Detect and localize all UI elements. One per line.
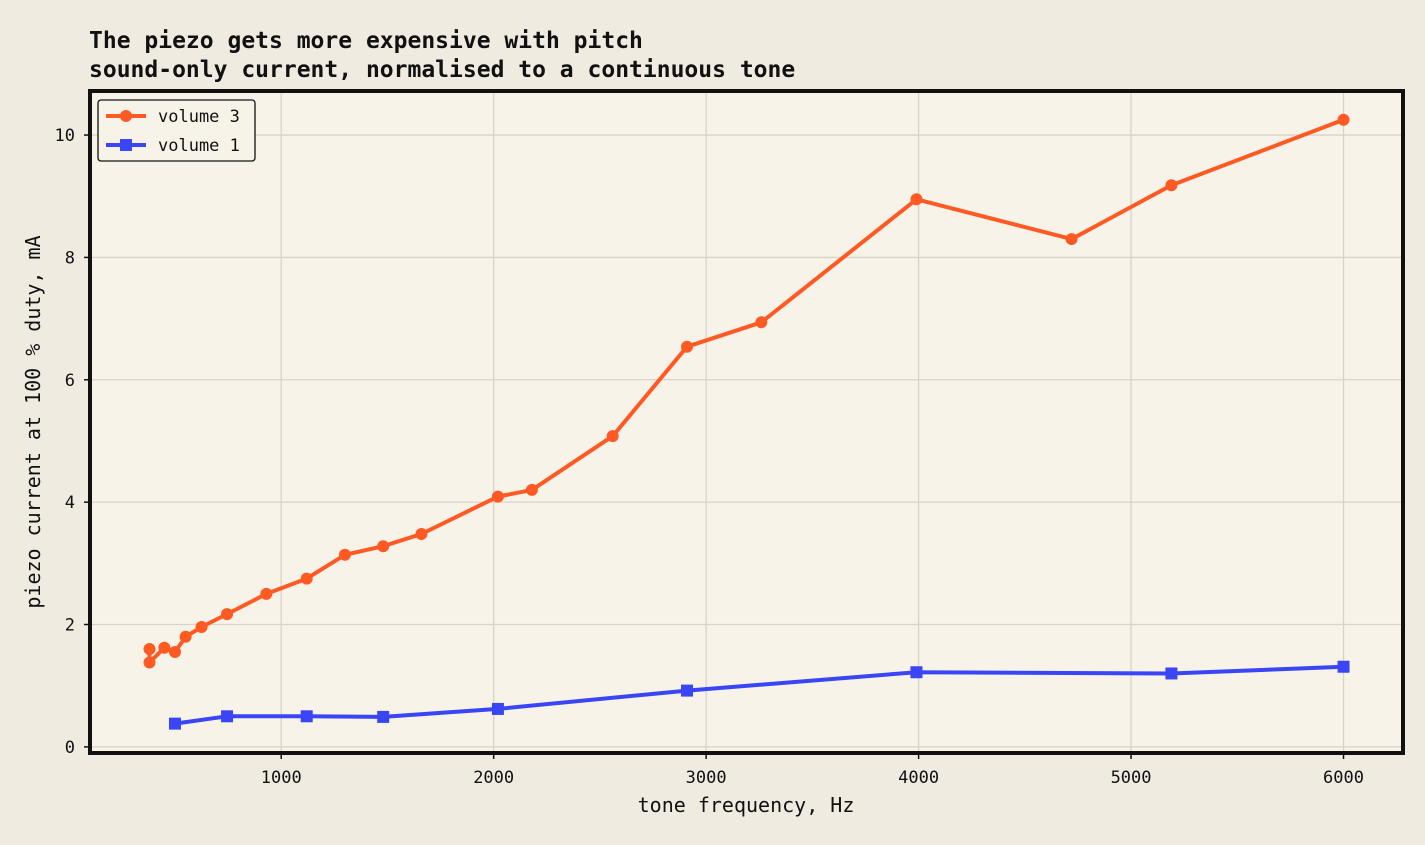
x-tick-label: 2000	[473, 768, 514, 788]
data-point-volume-3	[1065, 233, 1078, 246]
data-point-volume-3	[300, 572, 313, 585]
data-point-volume-3	[606, 430, 619, 443]
series-layer	[143, 113, 1350, 730]
legend-marker-volume-3	[120, 110, 132, 122]
data-point-volume-3	[491, 490, 504, 503]
y-tick-label: 0	[65, 738, 75, 758]
data-point-volume-3	[260, 587, 273, 600]
data-point-volume-3	[195, 620, 208, 633]
x-axis-label: tone frequency, Hz	[638, 793, 855, 817]
plot-area	[90, 91, 1403, 753]
data-point-volume-3	[338, 548, 351, 561]
x-tick-label: 4000	[898, 768, 939, 788]
data-point-volume-1	[221, 710, 234, 723]
data-point-volume-3	[221, 608, 234, 621]
data-point-volume-1	[168, 717, 181, 730]
data-point-volume-1	[1337, 660, 1350, 673]
plot-frame	[88, 89, 1405, 755]
grid-lines	[90, 91, 1403, 753]
data-point-volume-1	[681, 684, 694, 697]
y-axis-label: piezo current at 100 % duty, mA	[21, 235, 45, 608]
data-point-volume-1	[300, 710, 313, 723]
data-point-volume-3	[415, 527, 428, 540]
data-point-volume-3	[158, 641, 171, 654]
axis-ticks: 1000 2000 3000 4000 5000 6000 0 2 4 6 8 10	[55, 126, 1364, 788]
data-point-volume-3	[168, 646, 181, 659]
data-point-volume-1	[910, 666, 923, 679]
chart-title: The piezo gets more expensive with pitch	[89, 28, 643, 54]
data-point-volume-1	[377, 710, 390, 723]
legend-marker-volume-1	[120, 139, 132, 151]
legend: volume 3 volume 1	[97, 99, 256, 162]
data-point-volume-3	[1337, 113, 1350, 126]
data-point-volume-3	[143, 656, 156, 669]
data-point-volume-3	[377, 540, 390, 553]
data-point-volume-3	[681, 340, 694, 353]
y-tick-label: 4	[65, 493, 75, 513]
data-point-volume-3	[179, 630, 192, 643]
y-tick-label: 2	[65, 616, 75, 636]
data-point-volume-3	[755, 316, 768, 329]
data-point-volume-3	[1165, 179, 1178, 192]
y-tick-label: 10	[55, 126, 75, 146]
data-point-volume-3	[525, 483, 538, 496]
legend-label-volume-3: volume 3	[158, 107, 240, 127]
chart-subtitle: sound-only current, normalised to a cont…	[89, 57, 795, 83]
y-tick-label: 8	[65, 248, 75, 268]
data-point-volume-1	[491, 702, 504, 715]
data-point-volume-3	[143, 642, 156, 655]
x-tick-label: 6000	[1323, 768, 1364, 788]
data-point-volume-1	[1165, 667, 1178, 680]
x-tick-label: 1000	[261, 768, 302, 788]
x-tick-label: 3000	[686, 768, 727, 788]
data-point-volume-3	[910, 193, 923, 206]
legend-label-volume-1: volume 1	[158, 136, 240, 156]
y-tick-label: 6	[65, 371, 75, 391]
x-tick-label: 5000	[1111, 768, 1152, 788]
